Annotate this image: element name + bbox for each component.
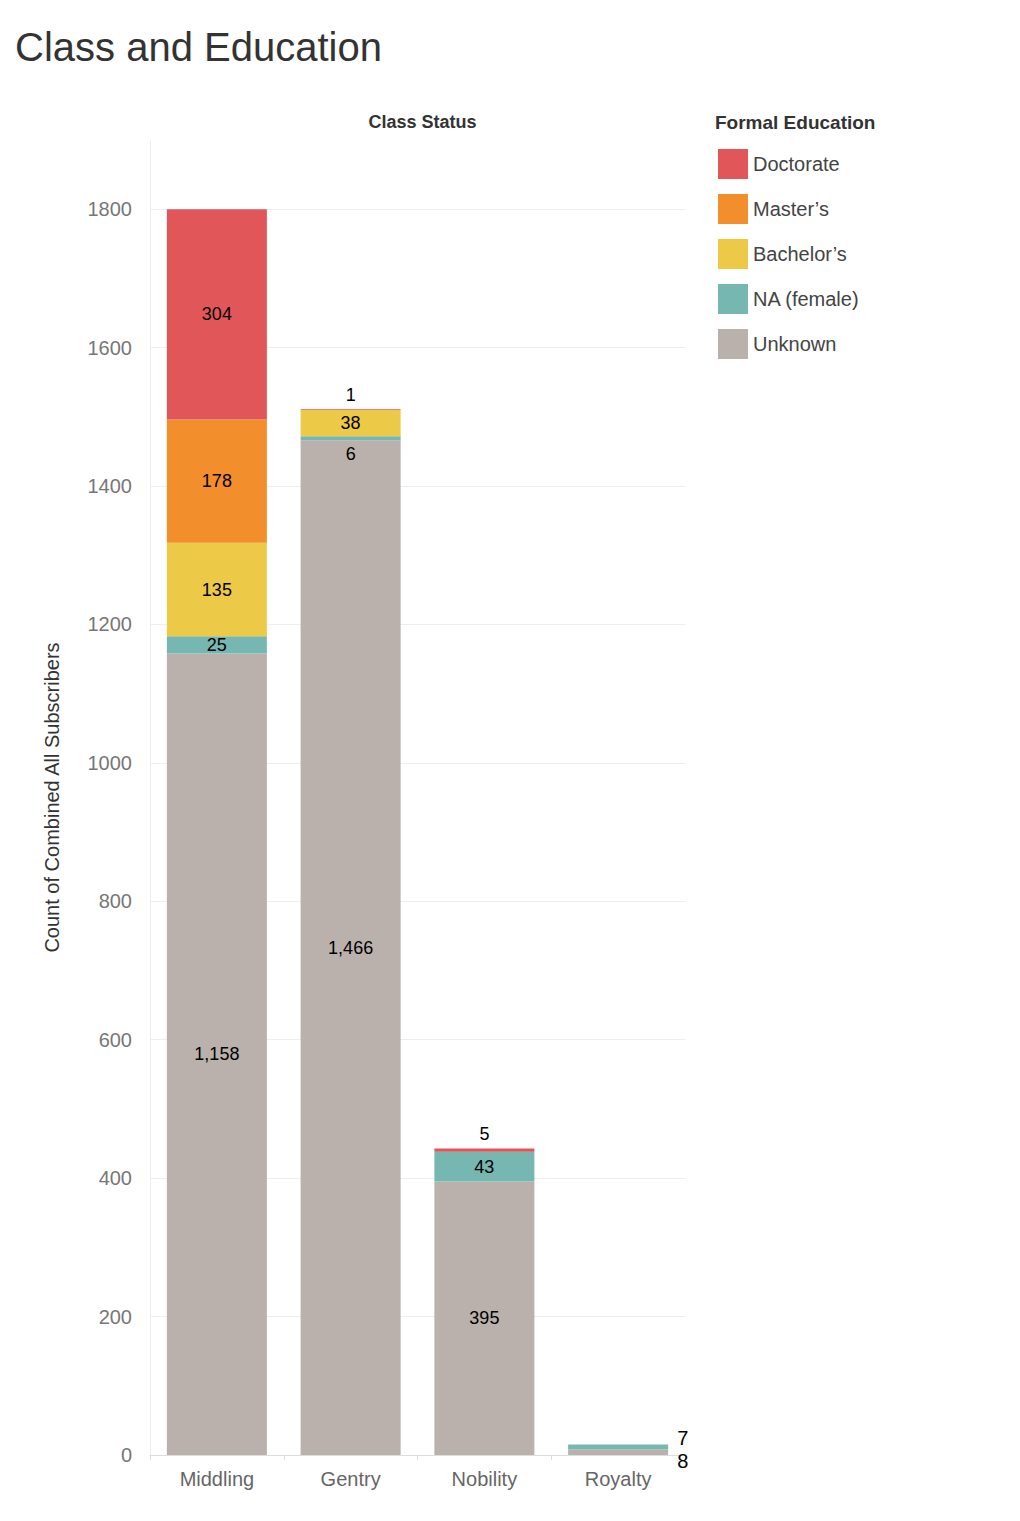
svg-text:0: 0 — [121, 1444, 132, 1466]
svg-text:200: 200 — [99, 1306, 132, 1328]
svg-text:135: 135 — [202, 580, 232, 600]
svg-text:5: 5 — [479, 1124, 489, 1144]
svg-text:1,466: 1,466 — [328, 938, 373, 958]
svg-text:7: 7 — [677, 1427, 688, 1449]
svg-text:1400: 1400 — [88, 475, 133, 497]
svg-text:Count of Combined All Subscrib: Count of Combined All Subscribers — [41, 642, 63, 952]
svg-text:6: 6 — [346, 444, 356, 464]
svg-text:600: 600 — [99, 1029, 132, 1051]
svg-text:1000: 1000 — [88, 752, 133, 774]
svg-text:400: 400 — [99, 1167, 132, 1189]
svg-text:1: 1 — [346, 385, 356, 405]
svg-text:304: 304 — [202, 304, 232, 324]
svg-text:1200: 1200 — [88, 613, 133, 635]
svg-text:178: 178 — [202, 471, 232, 491]
svg-text:Class Status: Class Status — [368, 112, 476, 132]
svg-text:1800: 1800 — [88, 198, 133, 220]
svg-text:25: 25 — [207, 635, 227, 655]
svg-text:Bachelor’s: Bachelor’s — [753, 243, 847, 265]
svg-text:1,158: 1,158 — [194, 1044, 239, 1064]
svg-text:43: 43 — [474, 1157, 494, 1177]
svg-text:800: 800 — [99, 890, 132, 912]
svg-text:Doctorate: Doctorate — [753, 153, 840, 175]
svg-text:Gentry: Gentry — [321, 1468, 381, 1490]
svg-text:Nobility: Nobility — [452, 1468, 518, 1490]
svg-text:Master’s: Master’s — [753, 198, 829, 220]
svg-text:1600: 1600 — [88, 337, 133, 359]
svg-text:Class and Education: Class and Education — [15, 25, 382, 69]
svg-text:Formal Education: Formal Education — [715, 112, 875, 133]
svg-text:395: 395 — [469, 1308, 499, 1328]
svg-text:Royalty: Royalty — [585, 1468, 652, 1490]
svg-text:NA (female): NA (female) — [753, 288, 859, 310]
svg-text:Unknown: Unknown — [753, 333, 836, 355]
svg-text:Middling: Middling — [180, 1468, 254, 1490]
svg-text:38: 38 — [341, 413, 361, 433]
svg-text:8: 8 — [677, 1450, 688, 1472]
